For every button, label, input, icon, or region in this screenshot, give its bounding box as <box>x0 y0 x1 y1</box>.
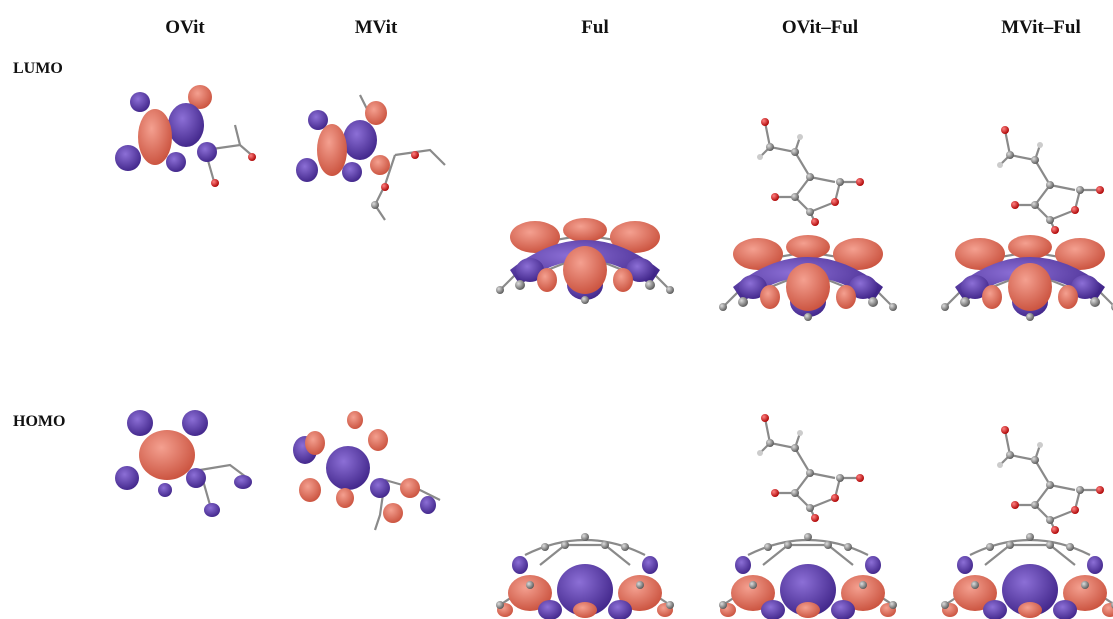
row-label: HOMO <box>13 413 65 430</box>
mvit-molecule <box>997 126 1104 234</box>
figure: OVit MVit Ful OVit–Ful MVit–Ful LUMO HOM… <box>0 0 1113 619</box>
mvit-ful-lumo <box>941 235 1113 321</box>
row-labels: LUMO HOMO <box>13 60 65 430</box>
column-header: MVit–Ful <box>1001 17 1081 38</box>
row-label: LUMO <box>13 60 63 77</box>
mvit-molecule <box>997 426 1104 534</box>
column-headers: OVit MVit Ful OVit–Ful MVit–Ful <box>165 17 1080 38</box>
ovit-molecule <box>757 414 864 522</box>
ovit-lumo <box>115 85 256 187</box>
ovit-homo <box>115 410 252 517</box>
ful-lumo <box>496 218 674 304</box>
column-header: Ful <box>581 17 608 38</box>
ful-homo <box>496 533 674 619</box>
column-header: OVit–Ful <box>782 17 858 38</box>
column-header: OVit <box>165 17 205 38</box>
ovit-ful-homo <box>719 533 897 619</box>
mvit-lumo <box>296 95 445 220</box>
mvit-ful-homo <box>941 533 1113 619</box>
mvit-homo <box>293 411 440 530</box>
ovit-ful-lumo <box>719 235 897 321</box>
ovit-molecule <box>757 118 864 226</box>
column-header: MVit <box>355 17 398 38</box>
page: {"header": {"columns": ["OVit", "MVit", … <box>0 0 1113 619</box>
